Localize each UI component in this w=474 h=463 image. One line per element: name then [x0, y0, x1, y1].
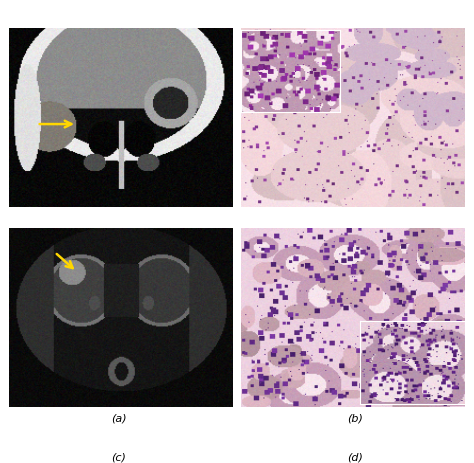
Text: (a): (a)	[111, 413, 126, 423]
Text: (d): (d)	[347, 453, 364, 463]
Text: (c): (c)	[111, 453, 126, 463]
Text: (b): (b)	[347, 413, 364, 423]
